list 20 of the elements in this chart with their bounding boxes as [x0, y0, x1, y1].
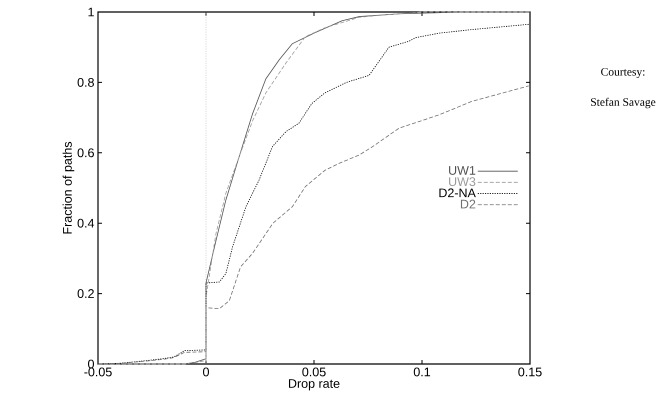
y-tick-label: 0.2	[78, 289, 94, 298]
y-tick-label: 0.4	[78, 218, 94, 228]
x-tick-label: 0	[203, 368, 209, 376]
x-tick-label: 0.15	[518, 368, 542, 376]
y-tick-label: 0.8	[78, 78, 94, 87]
y-tick-label: 0	[88, 360, 94, 368]
line-series	[98, 86, 530, 364]
x-tick-label: -0.05	[84, 368, 112, 376]
legend-label: UW3	[449, 177, 476, 186]
legend-label: D2-NA	[439, 188, 476, 198]
text: Courtesy:	[601, 68, 644, 78]
legend-label: D2	[460, 200, 476, 208]
y-tick-label: 0.6	[78, 148, 94, 158]
x-axis-title: Drop rate	[288, 379, 340, 390]
y-tick-label: 1	[88, 8, 94, 16]
text: Stefan Savage	[591, 98, 656, 108]
legend-label: UW1	[449, 166, 476, 175]
x-tick-label: 0.1	[414, 368, 430, 376]
y-axis-title: Fraction of paths	[62, 142, 74, 234]
x-tick-label: 0.05	[302, 368, 326, 376]
